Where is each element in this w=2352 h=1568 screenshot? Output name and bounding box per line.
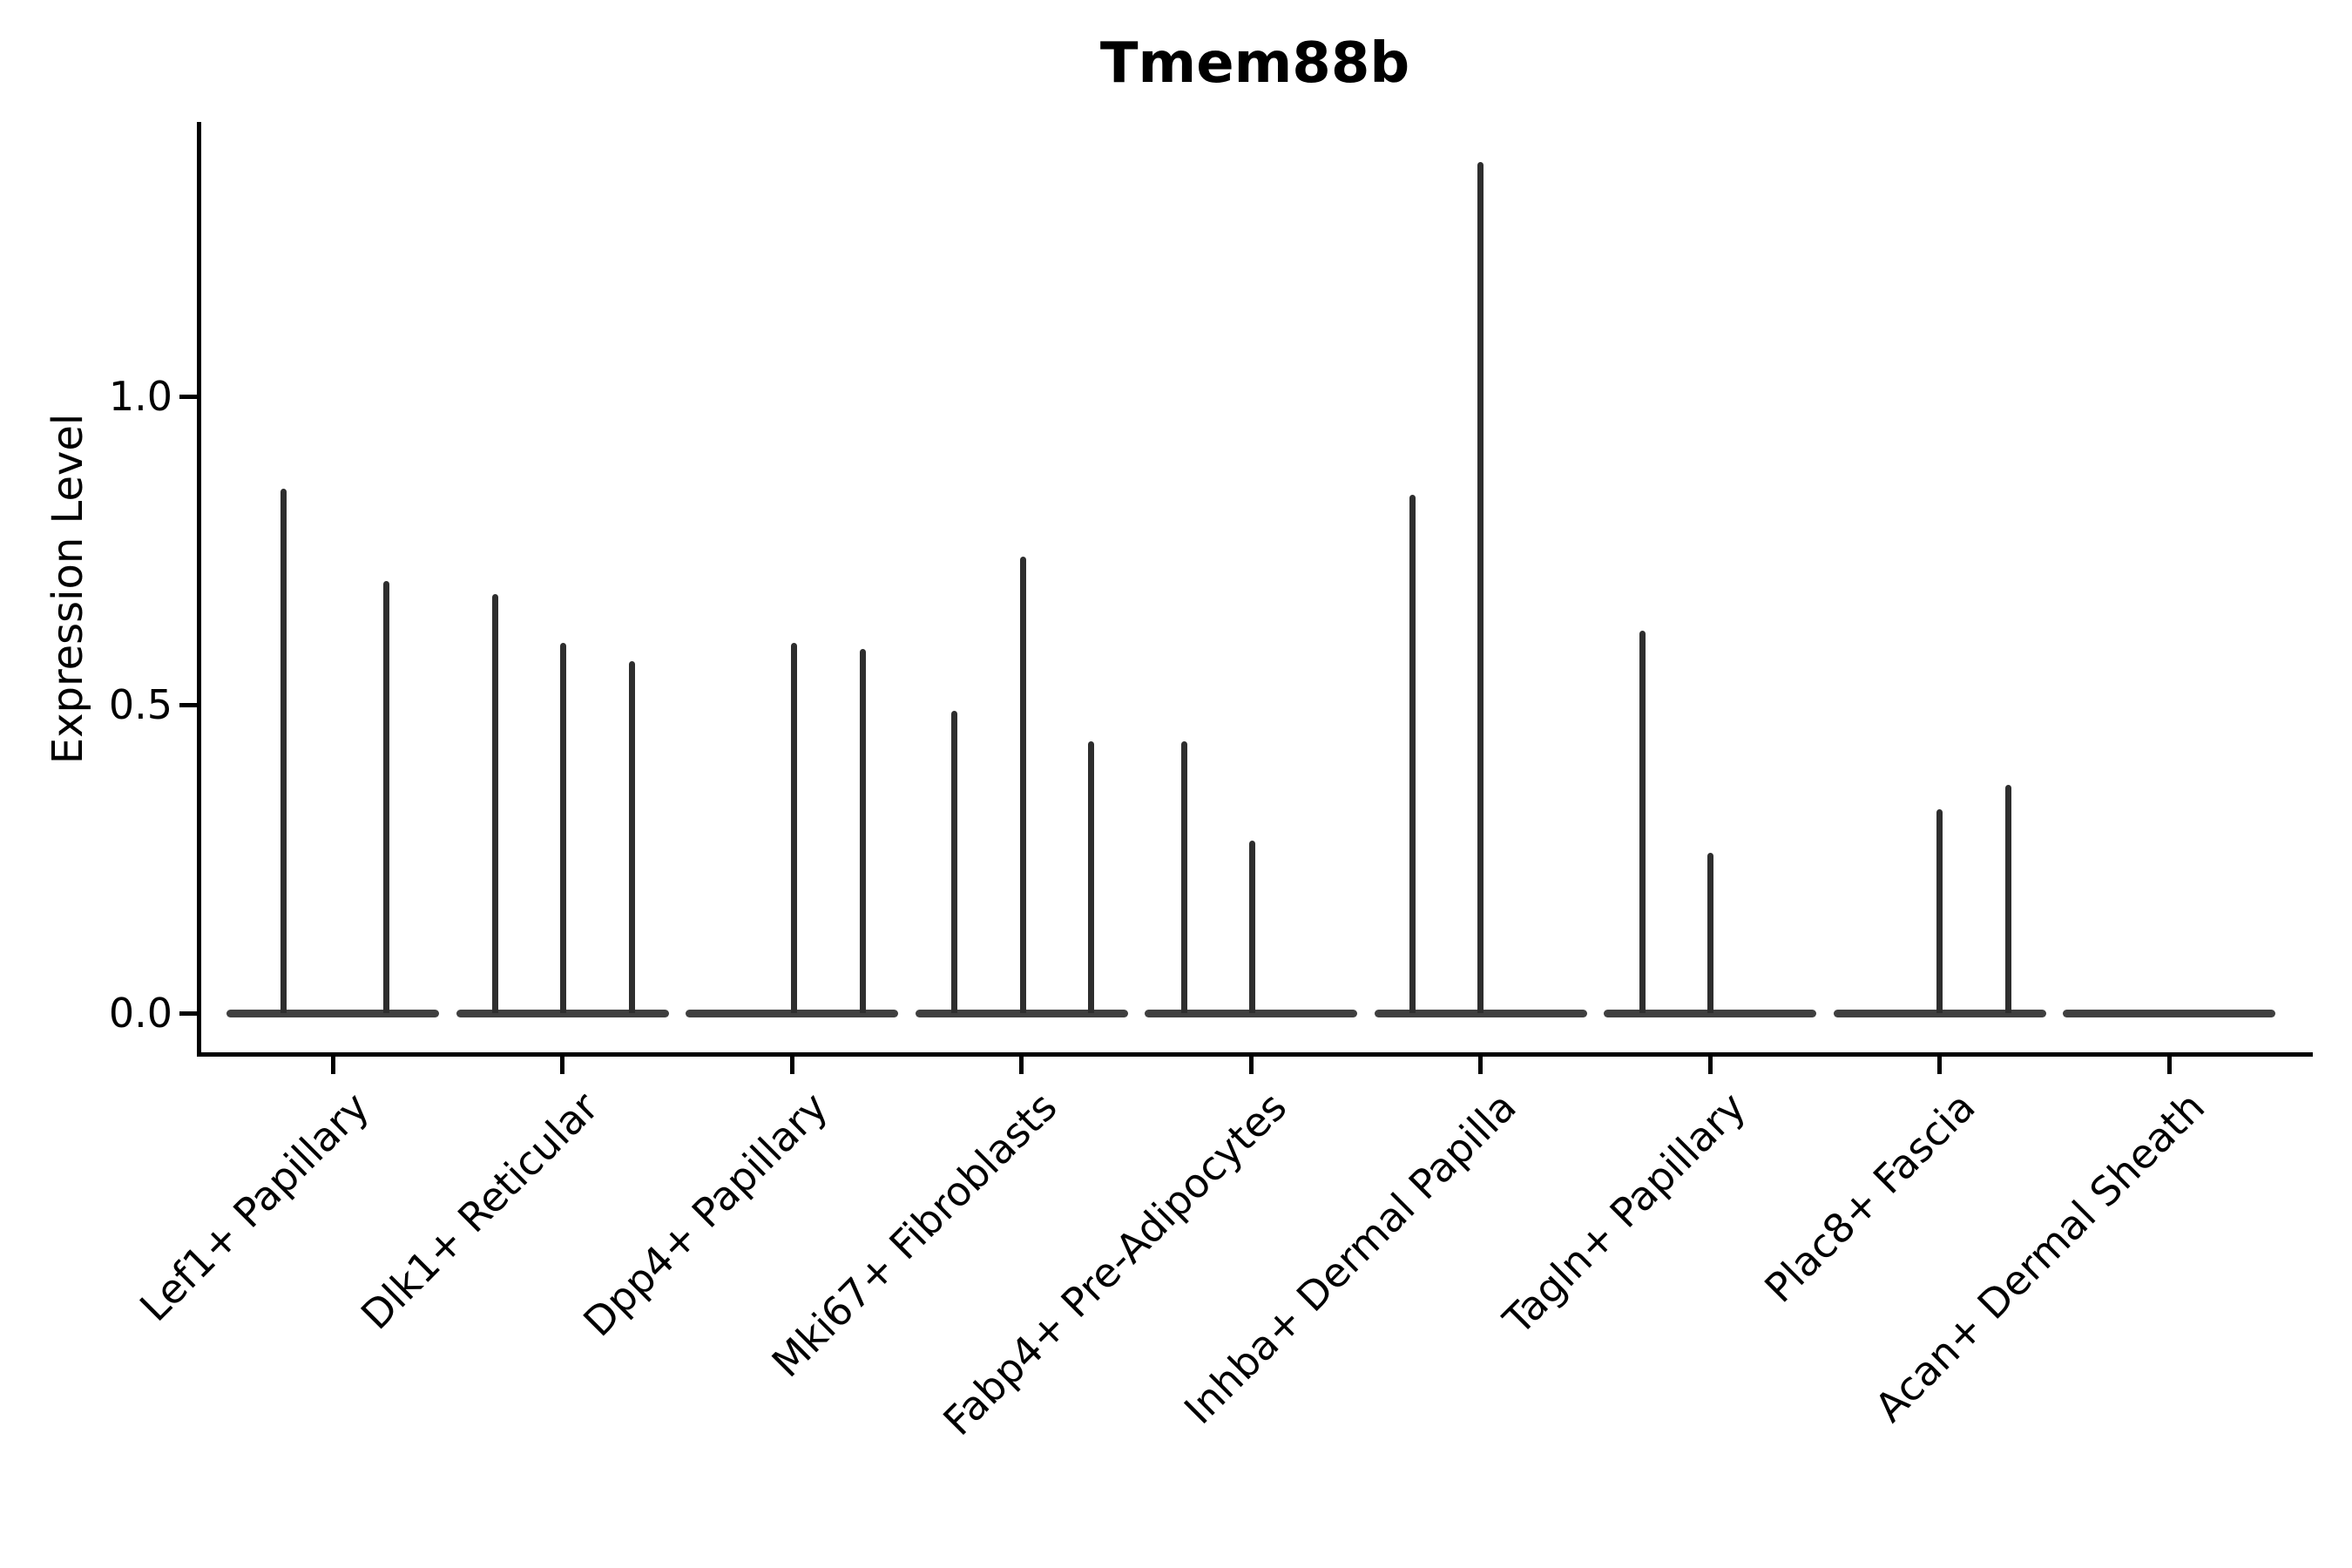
violin-spike (629, 661, 635, 1013)
violin-spike (790, 643, 797, 1013)
x-tick-label: Lef1+ Papillary (130, 1083, 378, 1331)
x-tick-mark (789, 1057, 794, 1074)
violin-spike (382, 581, 389, 1013)
x-tick-mark (1937, 1057, 1942, 1074)
x-tick-mark (1707, 1057, 1713, 1074)
violin-body-2 (456, 1009, 669, 1017)
y-tick-mark (179, 394, 197, 399)
violin-spike (1936, 809, 1943, 1013)
violin-body-8 (1833, 1009, 2046, 1017)
violin-spike (1707, 852, 1713, 1013)
plot-title: Tmem88b (1099, 31, 1410, 96)
x-tick-label: Tagln+ Papillary (1494, 1083, 1755, 1344)
violin-body-4 (915, 1009, 1128, 1017)
violin-spike (1248, 840, 1255, 1013)
violin-spike (1180, 741, 1187, 1013)
x-tick-label: Plac8+ Fascia (1755, 1083, 1984, 1312)
violin-spike (1409, 495, 1416, 1013)
violin-body-1 (226, 1009, 439, 1017)
violin-body-5 (1145, 1009, 1357, 1017)
violin-body-9 (2063, 1009, 2275, 1017)
x-axis-spine (197, 1052, 2313, 1057)
violin-body-6 (1374, 1009, 1587, 1017)
y-tick-label: 1.0 (108, 373, 172, 420)
violin-spike (2005, 785, 2011, 1013)
violin-spike (492, 593, 498, 1013)
violin-spike (280, 489, 287, 1013)
violin-spike (951, 711, 957, 1013)
x-tick-mark (560, 1057, 564, 1074)
y-tick-label: 0.0 (108, 990, 172, 1037)
violin-spike (560, 643, 566, 1013)
y-axis-spine (197, 122, 201, 1057)
x-tick-label: Dpp4+ Papillary (574, 1083, 837, 1346)
violin-body-7 (1604, 1009, 1816, 1017)
violin-spike (859, 649, 866, 1013)
x-tick-mark (2166, 1057, 2172, 1074)
violin-body-3 (686, 1009, 898, 1017)
x-tick-mark (1478, 1057, 1483, 1074)
violin-spike (1020, 557, 1026, 1013)
violin-spike (1477, 161, 1484, 1013)
x-tick-label: Dlk1+ Reticular (351, 1083, 607, 1339)
x-tick-mark (1019, 1057, 1024, 1074)
violin-spike (1639, 631, 1646, 1013)
x-tick-mark (330, 1057, 335, 1074)
y-tick-mark (179, 1010, 197, 1016)
x-tick-mark (1248, 1057, 1254, 1074)
violin-spike (1088, 741, 1094, 1013)
y-tick-label: 0.5 (108, 681, 172, 728)
y-tick-mark (179, 702, 197, 707)
